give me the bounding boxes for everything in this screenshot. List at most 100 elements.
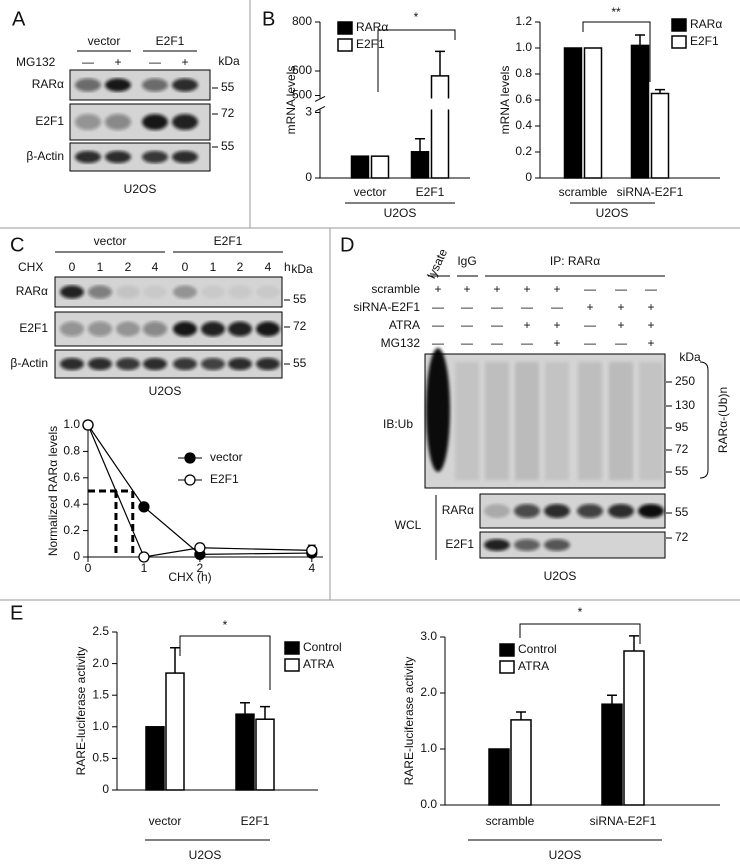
group-label: U2OS xyxy=(549,848,582,862)
condition-sign: — xyxy=(584,282,596,296)
marker-label: 95 xyxy=(675,420,689,434)
blot-band xyxy=(143,285,167,299)
bar xyxy=(430,75,450,179)
blot-band xyxy=(228,357,252,371)
time-unit: h xyxy=(284,260,291,274)
condition-sign: + xyxy=(647,300,654,314)
blot-band xyxy=(484,539,510,551)
legend-label: Control xyxy=(303,640,342,654)
y-tick-label: 2.0 xyxy=(420,685,437,699)
treatment-label: CHX xyxy=(18,260,43,274)
row-label: RARα xyxy=(442,503,474,517)
legend-swatch xyxy=(337,38,353,52)
blot-band xyxy=(173,357,197,371)
condition-sign: + xyxy=(647,336,654,350)
y-tick-label: 3.0 xyxy=(420,629,437,643)
x-axis-title: CHX (h) xyxy=(168,570,211,584)
blot-band xyxy=(484,504,510,518)
condition-sign: — xyxy=(461,300,473,314)
legend-label: RARα xyxy=(356,20,388,34)
y-tick-label: 1.0 xyxy=(63,417,80,431)
legend-swatch xyxy=(184,452,196,464)
treatment-sign: — xyxy=(82,55,94,69)
bar xyxy=(510,719,532,806)
condition-sign: + xyxy=(523,318,530,332)
condition-sign: — xyxy=(491,300,503,314)
condition-label: ATRA xyxy=(389,318,420,332)
axis-break xyxy=(312,98,470,110)
error-bar xyxy=(170,647,180,674)
condition-sign: + xyxy=(617,300,624,314)
y-axis-title: mRNA levels xyxy=(498,66,512,135)
y-tick-label: 0 xyxy=(102,782,109,796)
blot-band xyxy=(116,285,140,299)
significance-bracket xyxy=(519,623,641,644)
x-tick-label: 1 xyxy=(141,561,148,575)
error-bar xyxy=(415,137,425,152)
blot-band xyxy=(88,357,112,371)
lane-group-label: vector xyxy=(88,34,121,48)
blot-smear xyxy=(455,362,479,480)
condition-sign: — xyxy=(491,318,503,332)
data-point xyxy=(138,501,150,513)
legend-swatch xyxy=(671,18,687,32)
condition-sign: + xyxy=(553,336,560,350)
blot-band xyxy=(60,321,84,337)
blot-smear xyxy=(426,348,450,472)
condition-sign: — xyxy=(521,336,533,350)
y-tick-label: 1.0 xyxy=(420,741,437,755)
condition-sign: + xyxy=(523,282,530,296)
axis-break-mark xyxy=(314,106,326,112)
data-point xyxy=(82,419,94,431)
y-tick-label: 2.5 xyxy=(92,624,109,638)
blot-band xyxy=(544,539,570,551)
bar xyxy=(650,92,670,179)
blot-smear xyxy=(485,362,509,480)
treatment-sign: — xyxy=(149,55,161,69)
significance-bracket xyxy=(377,29,456,92)
condition-sign: — xyxy=(615,282,627,296)
time-label: 0 xyxy=(182,260,189,274)
marker-label: 72 xyxy=(221,106,235,120)
group-label: U2OS xyxy=(596,206,629,220)
blot-band xyxy=(201,321,225,337)
condition-sign: — xyxy=(432,300,444,314)
y-axis-title: RARE-luciferase activity xyxy=(74,647,88,776)
blot-band xyxy=(544,504,570,518)
blot-band xyxy=(201,357,225,371)
time-label: 2 xyxy=(237,260,244,274)
error-bar xyxy=(260,705,270,720)
ib-label: IB:Ub xyxy=(383,417,413,431)
ub-label: RARα-(Ub)n xyxy=(716,387,730,453)
condition-sign: + xyxy=(617,318,624,332)
y-tick-label: 1.5 xyxy=(92,687,109,701)
bar xyxy=(601,703,623,806)
lane-group-label: E2F1 xyxy=(214,234,243,248)
significance-mark: * xyxy=(414,10,419,24)
bar xyxy=(410,151,430,179)
blot-band xyxy=(172,150,198,164)
y-tick-label: 0.4 xyxy=(515,118,532,132)
marker-label: 55 xyxy=(675,464,689,478)
y-tick-label: 0.2 xyxy=(515,144,532,158)
data-point xyxy=(306,544,318,557)
marker-label: 55 xyxy=(293,356,307,370)
condition-sign: + xyxy=(463,282,470,296)
legend-swatch xyxy=(284,641,300,655)
y-tick-label: 0 xyxy=(305,170,312,184)
legend-swatch xyxy=(499,660,515,674)
blot-band xyxy=(60,285,84,299)
marker-label: 250 xyxy=(675,374,695,388)
kda-label: kDa xyxy=(218,54,240,68)
x-tick-label: 0 xyxy=(85,561,92,575)
x-tick-label: 4 xyxy=(308,561,315,575)
error-bar xyxy=(655,88,665,94)
blot-band xyxy=(116,357,140,371)
condition-sign: + xyxy=(647,318,654,332)
blot-smear xyxy=(545,362,569,480)
blot-band xyxy=(608,504,634,518)
blot-band xyxy=(75,78,101,92)
blot-band xyxy=(173,285,197,299)
treatment-label: MG132 xyxy=(16,55,56,69)
